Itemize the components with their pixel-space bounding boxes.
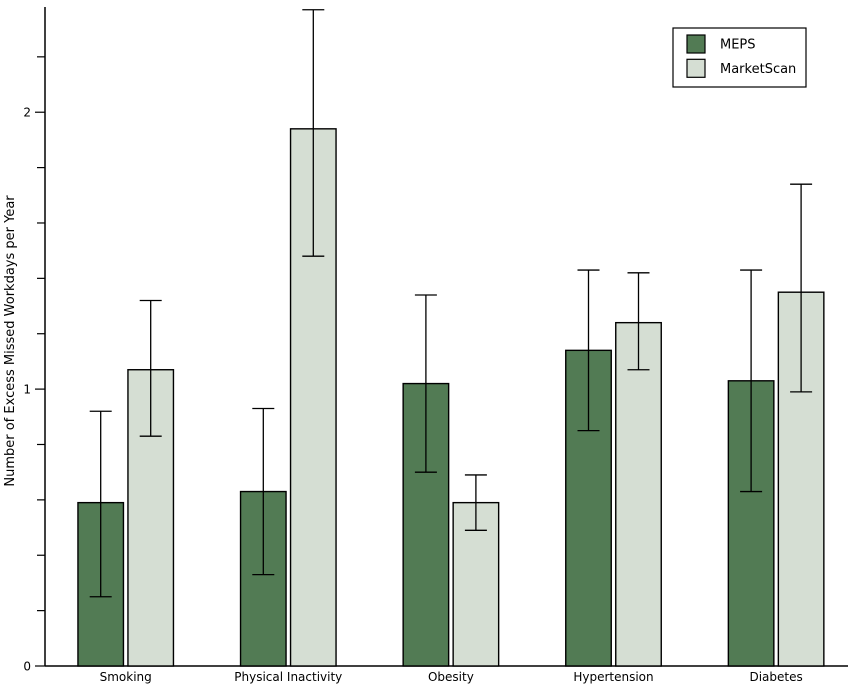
legend-label-meps: MEPS — [720, 38, 756, 53]
x-axis-category-label-smoking: Smoking — [100, 670, 152, 684]
x-axis-category-label-diabetes: Diabetes — [749, 670, 802, 684]
y-axis-title: Number of Excess Missed Workdays per Yea… — [3, 195, 18, 487]
bar-marketscan-hypertension — [615, 321, 662, 667]
y-axis-tick-label: 1 — [23, 383, 31, 397]
y-axis-tick-label: 2 — [23, 106, 31, 120]
legend-swatch-meps — [686, 34, 706, 54]
x-axis-category-label-hypertension: Hypertension — [573, 670, 653, 684]
x-axis-category-label-obesity: Obesity — [428, 670, 474, 684]
legend-swatch-marketscan — [686, 58, 706, 78]
y-axis-tick-label: 0 — [23, 660, 31, 674]
x-axis-category-label-physical-inactivity: Physical Inactivity — [234, 670, 342, 684]
legend-label-marketscan: MarketScan — [720, 62, 796, 77]
